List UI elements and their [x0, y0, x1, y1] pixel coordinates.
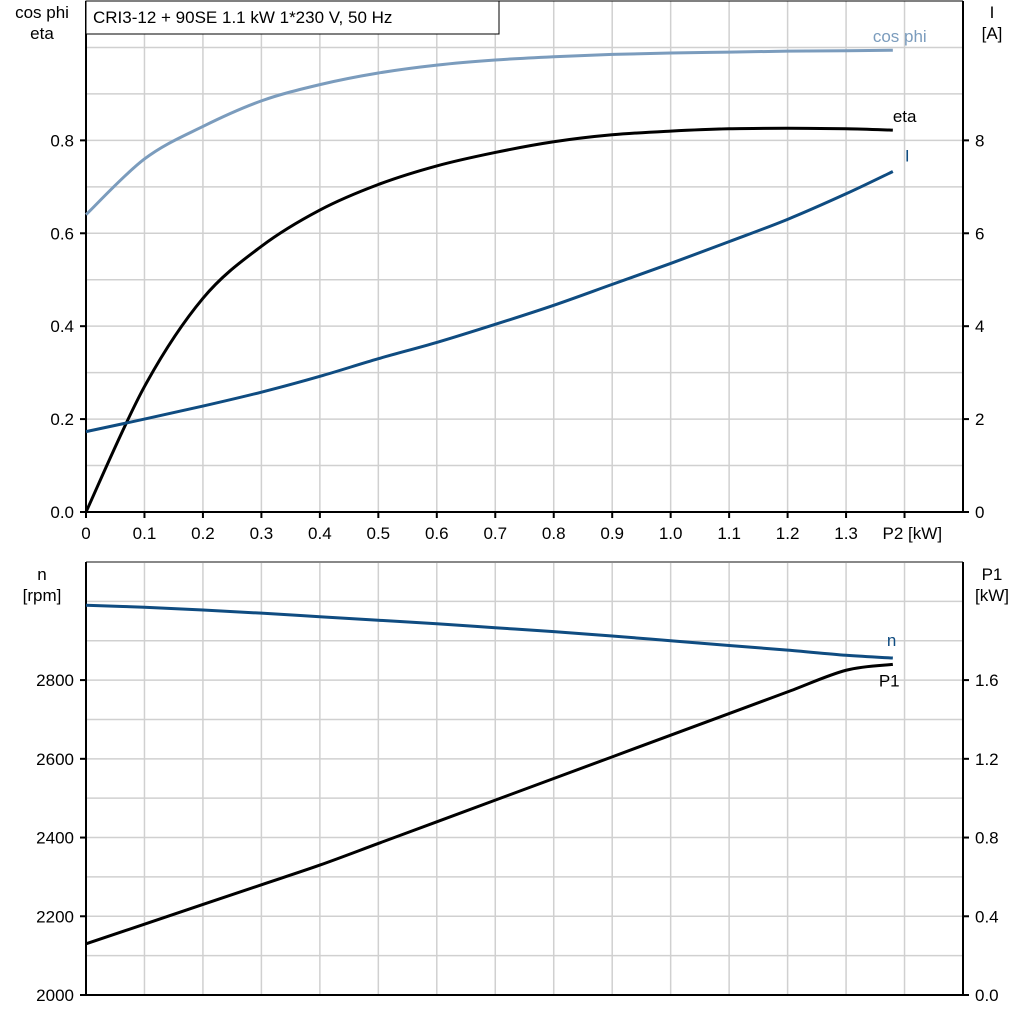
y-tick-label-left: 0.4: [50, 317, 74, 336]
x-tick-label: 0.2: [191, 524, 215, 543]
y-tick-label-left: 2800: [36, 671, 74, 690]
y-tick-label-right: 4: [975, 317, 984, 336]
y-axis-label-left: eta: [30, 24, 54, 43]
series-label-n: n: [887, 631, 896, 650]
series-label-eta: eta: [893, 107, 917, 126]
series-line-n: [85, 603, 893, 660]
y-tick-label-left: 0.8: [50, 131, 74, 150]
y-tick-label-right: 0.0: [975, 986, 999, 1005]
x-tick-label: 0: [81, 524, 90, 543]
y-axis-label-right: P1: [982, 565, 1003, 584]
series-line-eta: [84, 126, 893, 513]
y-tick-label-right: 0.8: [975, 829, 999, 848]
y-tick-label-left: 2600: [36, 750, 74, 769]
series-line-p1: [85, 662, 894, 946]
x-tick-label: 0.8: [542, 524, 566, 543]
title-box: [85, 0, 500, 35]
series-line-i: [85, 170, 894, 434]
y-axis-label-left: n: [37, 565, 46, 584]
y-tick-label-right: 6: [975, 224, 984, 243]
x-tick-label: 0.1: [133, 524, 157, 543]
y-tick-label-left: 2200: [36, 907, 74, 926]
x-tick-label: 1.1: [717, 524, 741, 543]
x-tick-label: 1.0: [659, 524, 683, 543]
series-label-p1: P1: [879, 671, 900, 690]
x-tick-label: 1.3: [834, 524, 858, 543]
series-label-i: I: [905, 146, 910, 165]
y-tick-label-right: 0: [975, 503, 984, 522]
y-tick-label-left: 2000: [36, 986, 74, 1005]
y-tick-label-right: 8: [975, 131, 984, 150]
y-tick-label-left: 0.6: [50, 224, 74, 243]
x-tick-label: 0.3: [250, 524, 274, 543]
series-label-cos-phi: cos phi: [873, 27, 927, 46]
y-axis-label-left: cos phi: [15, 3, 69, 22]
y-tick-label-right: 0.4: [975, 907, 999, 926]
x-axis-label: P2 [kW]: [883, 524, 943, 543]
y-tick-label-left: 0.2: [50, 410, 74, 429]
x-tick-label: 0.6: [425, 524, 449, 543]
y-tick-label-right: 1.6: [975, 671, 999, 690]
y-tick-label-left: 0.0: [50, 503, 74, 522]
y-axis-label-right: [A]: [982, 24, 1003, 43]
x-tick-label: 1.2: [776, 524, 800, 543]
x-tick-label: 0.9: [600, 524, 624, 543]
y-tick-label-right: 1.2: [975, 750, 999, 769]
y-tick-label-left: 2400: [36, 829, 74, 848]
y-tick-label-right: 2: [975, 410, 984, 429]
chart-title: CRI3-12 + 90SE 1.1 kW 1*230 V, 50 Hz: [93, 8, 392, 27]
y-axis-label-left: [rpm]: [23, 586, 62, 605]
x-tick-label: 0.4: [308, 524, 332, 543]
y-axis-label-right: I: [990, 3, 995, 22]
y-axis-label-right: [kW]: [975, 586, 1009, 605]
x-tick-label: 0.5: [367, 524, 391, 543]
x-tick-label: 0.7: [483, 524, 507, 543]
series-line-cos-phi: [84, 48, 893, 216]
